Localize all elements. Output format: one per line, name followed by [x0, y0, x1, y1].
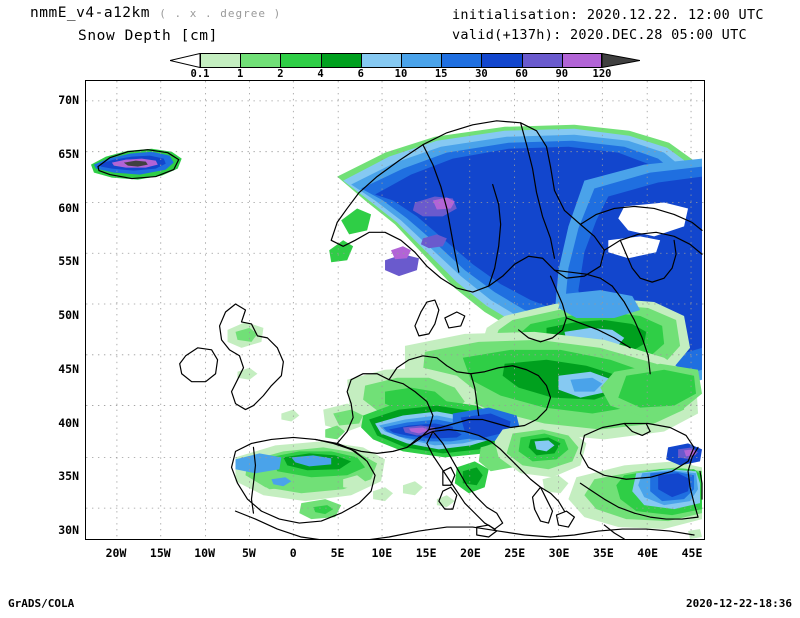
- snow-region-scotland: [227, 321, 264, 380]
- model-resolution: ( . x . degree ): [159, 7, 282, 20]
- latitude-tick-label: 40N: [58, 415, 79, 430]
- variable-title: Snow Depth [cm]: [78, 28, 218, 44]
- snow-region-turkey: [568, 443, 703, 530]
- longitude-tick-label: 5E: [330, 546, 345, 560]
- longitude-tick-label: 45E: [681, 546, 703, 560]
- latitude-tick-label: 70N: [58, 93, 79, 107]
- model-line: nmmE_v4-a12km ( . x . degree ): [30, 5, 281, 21]
- initialisation-time: initialisation: 2020.12.22. 12:00 UTC: [452, 7, 764, 23]
- longitude-tick-label: 10W: [194, 546, 215, 560]
- colorbar-swatch: [441, 53, 482, 68]
- over-arrow-icon: [601, 52, 641, 69]
- colorbar-swatch: [280, 53, 321, 68]
- colorbar-tick-labels: 0.1 1 2 4 6 10 15 30 60 90 120: [170, 68, 640, 80]
- latitude-tick-label: 30N: [58, 523, 79, 537]
- colorbar-swatch: [561, 53, 602, 68]
- colorbar-tick-label: 2: [277, 68, 284, 80]
- colorbar-swatch: [240, 53, 281, 68]
- snow-region-balkans: [494, 423, 587, 494]
- longitude-tick-label: 20W: [105, 546, 127, 560]
- map-canvas: [86, 81, 704, 539]
- longitude-tick-label: 25E: [504, 546, 526, 560]
- colorbar-tick-label: 4: [317, 68, 324, 80]
- coastlines: [97, 120, 703, 539]
- colorbar-over-arrow: [601, 52, 641, 69]
- colorbar-tick-label: 60: [515, 68, 528, 80]
- producer-credit: GrADS/COLA: [8, 597, 75, 610]
- longitude-tick-label: 10E: [371, 546, 393, 560]
- valid-time: valid(+137h): 2020.DEC.28 05:00 UTC: [452, 27, 747, 43]
- longitude-tick-label: 20E: [460, 546, 481, 560]
- colorbar: 0.1 1 2 4 6 10 15 30 60 90 120: [170, 52, 641, 80]
- colorbar-swatch: [360, 53, 401, 68]
- colorbar-under-arrow: [170, 53, 200, 68]
- longitude-tick-label: 0: [289, 546, 297, 560]
- latitude-tick-label: 65N: [58, 146, 79, 161]
- longitude-tick-label: 15W: [149, 546, 171, 560]
- colorbar-tick-label: 15: [434, 68, 448, 80]
- map-panel[interactable]: [85, 80, 705, 540]
- colorbar-swatches: [200, 53, 602, 68]
- latitude-tick-label: 35N: [58, 469, 79, 484]
- latitude-tick-label: 55N: [58, 254, 79, 269]
- longitude-tick-label: 15E: [415, 546, 437, 560]
- longitude-tick-label: 40E: [637, 546, 659, 560]
- latitude-tick-label: 45N: [58, 361, 79, 376]
- colorbar-tick-label: 90: [555, 68, 569, 80]
- snow-region-black-sea-north: [600, 363, 703, 416]
- colorbar-tick-label: 120: [592, 68, 612, 80]
- colorbar-swatch: [521, 53, 562, 68]
- longitude-tick-label: 5W: [241, 546, 256, 560]
- model-name: nmmE_v4-a12km: [30, 5, 150, 21]
- render-timestamp: 2020-12-22-18:36: [686, 597, 792, 610]
- colorbar-tick-label: 30: [475, 68, 488, 80]
- colorbar-tick-label: 1: [237, 68, 244, 80]
- longitude-tick-label: 30E: [548, 546, 570, 560]
- colorbar-swatch: [320, 53, 361, 68]
- latitude-tick-label: 60N: [58, 200, 79, 215]
- colorbar-tick-label: 0.1: [190, 68, 210, 80]
- colorbar-swatch: [200, 53, 241, 68]
- latitude-tick-label: 50N: [58, 308, 79, 322]
- forecast-time-header: initialisation: 2020.12.22. 12:00 UTC va…: [452, 5, 764, 45]
- model-header: nmmE_v4-a12km ( . x . degree ): [30, 5, 281, 21]
- snow-depth-field: [90, 124, 703, 539]
- colorbar-tick-label: 10: [394, 68, 408, 80]
- graticule: [86, 81, 704, 539]
- longitude-tick-label: 35E: [592, 546, 614, 560]
- colorbar-swatch: [481, 53, 522, 68]
- colorbar-swatch: [400, 53, 442, 68]
- colorbar-tick-label: 6: [357, 68, 364, 80]
